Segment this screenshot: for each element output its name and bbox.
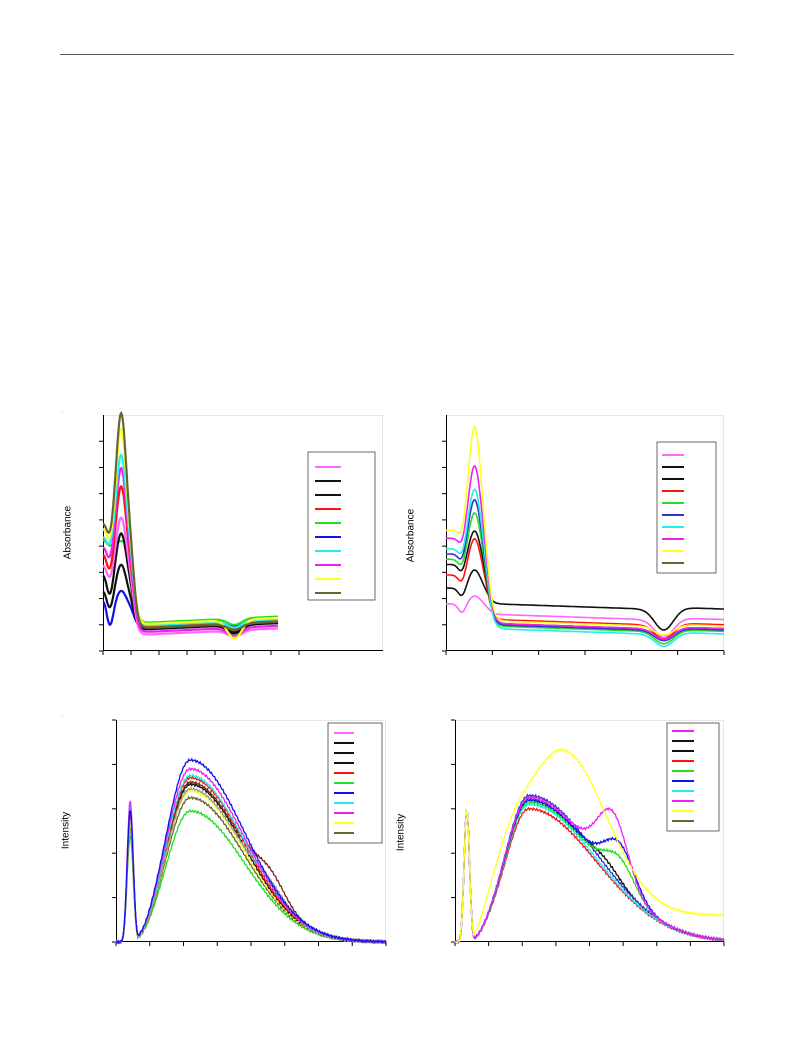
header-rule xyxy=(60,54,734,55)
intensity-right-chart xyxy=(451,719,725,946)
absorbance-left-chart xyxy=(99,410,383,655)
absorbance-right-series xyxy=(446,488,725,648)
legend-box xyxy=(656,441,717,574)
intensity-right-series xyxy=(454,795,725,945)
absorbance-right-series xyxy=(446,425,724,636)
intensity-left-series xyxy=(115,757,387,945)
absorbance-left-ylabel: Absorbance xyxy=(62,505,74,560)
intensity-left-chart xyxy=(112,719,387,946)
panel-c-marker: · xyxy=(61,714,63,720)
panel-a-marker: · xyxy=(61,409,63,415)
legend-box xyxy=(307,451,376,601)
absorbance-left-series xyxy=(102,410,279,632)
intensity-right-series xyxy=(454,747,725,944)
absorbance-left-series xyxy=(102,516,278,638)
intensity-right-ylabel: Intensity xyxy=(395,813,407,852)
intensity-left-ylabel: Intensity xyxy=(60,811,72,850)
absorbance-left-series xyxy=(102,563,279,635)
absorbance-left-svg xyxy=(99,410,383,655)
intensity-left-svg xyxy=(112,719,387,946)
absorbance-right-svg xyxy=(442,415,725,655)
intensity-right-svg xyxy=(451,719,725,946)
legend-box xyxy=(666,722,720,832)
absorbance-right-ylabel: Absorbance xyxy=(405,508,417,563)
absorbance-right-chart xyxy=(442,415,725,655)
